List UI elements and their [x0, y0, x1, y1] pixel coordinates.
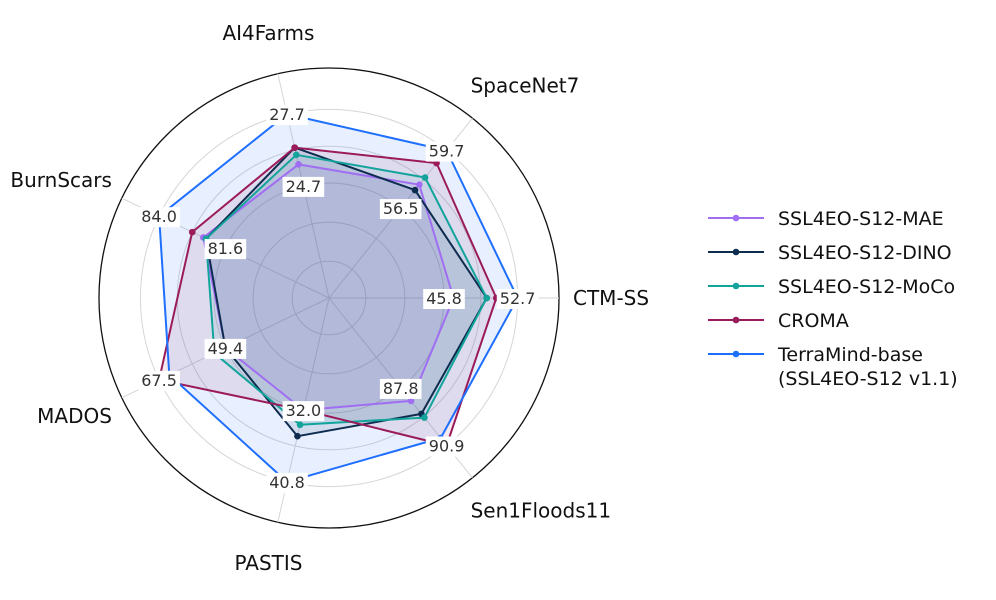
axis-labels: CTM-SS SpaceNet7 AI4Farms BurnScars MADOS PAS…: [10, 21, 649, 575]
legend-label-ssl4eo-s12-moco: SSL4EO-S12-MoCo: [778, 276, 955, 298]
tick-bg-outer-mados: [138, 370, 180, 391]
axis-label-mados: MADOS: [37, 404, 112, 428]
tick-outer-burnscars: 84.0: [141, 207, 177, 226]
tick-outer-mados: 67.5: [141, 371, 177, 390]
legend-label-croma: CROMA: [778, 310, 849, 332]
legend-label-line: SSL4EO-S12-MoCo: [778, 276, 955, 298]
point-ssl4eo-s12-mae-spacenet7: [416, 181, 423, 189]
tick-bg-outer-ctm-ss: [496, 289, 539, 309]
point-ssl4eo-s12-dino-spacenet7: [411, 186, 419, 194]
series-area-ssl4eo-s12-mae: [203, 164, 454, 411]
legend-label-ssl4eo-s12-dino: SSL4EO-S12-DINO: [778, 242, 952, 264]
tick-bg-inner-ctm-ss: [423, 289, 465, 309]
series-line-ssl4eo-s12-mae: [202, 163, 455, 412]
tick-labels: 45.8 52.7 56.5 59.7 24.7 27.7 81.6 84.0 49.4 67.5…: [138, 105, 539, 493]
legend-marker-croma: [732, 316, 740, 324]
legend: SSL4EO-S12-MAE SSL4EO-S12-DINO SSL4EO-S12-…: [708, 208, 958, 390]
tick-outer-spacenet7: 59.7: [429, 142, 465, 161]
series-area-ssl4eo-s12-moco: [206, 154, 487, 425]
tick-inner-sen1floods11: 87.8: [383, 379, 419, 398]
point-croma-burnscars: [188, 228, 196, 236]
tick-outer-sen1floods11: 90.9: [429, 436, 465, 455]
tick-bg-outer-sen1floods11: [425, 436, 468, 457]
legend-marker-ssl4eo-s12-mae: [732, 214, 740, 222]
tick-bg-inner-spacenet7: [379, 199, 422, 220]
legend-marker-terramind-base: [732, 350, 740, 358]
axis-label-pastis: PASTIS: [234, 551, 302, 575]
tick-bg-outer-pastis: [266, 472, 308, 493]
series-line-terramind-base: [158, 113, 519, 483]
tick-inner-ai4farms: 24.7: [286, 177, 322, 196]
legend-label-line: CROMA: [778, 310, 849, 332]
legend-label-line: (SSL4EO-S12 v1.1): [778, 368, 958, 390]
point-ssl4eo-s12-moco-sen1floods11: [421, 414, 428, 421]
tick-bg-outer-spacenet7: [425, 141, 468, 162]
axis-label-sen1floods11: Sen1Floods11: [471, 499, 612, 523]
tick-bg-outer-ai4farms: [266, 105, 308, 126]
tick-inner-mados: 49.4: [208, 339, 244, 358]
tick-outer-ai4farms: 27.7: [269, 105, 305, 124]
legend-label-line: SSL4EO-S12-MAE: [778, 208, 944, 230]
point-ssl4eo-s12-moco-ai4farms: [293, 151, 300, 159]
series-area-ssl4eo-s12-dino: [206, 147, 487, 437]
tick-inner-burnscars: 81.6: [208, 239, 244, 258]
tick-outer-ctm-ss: 52.7: [500, 289, 536, 308]
tick-inner-pastis: 32.0: [286, 401, 322, 420]
tick-bg-outer-burnscars: [138, 207, 180, 228]
tick-inner-ctm-ss: 45.8: [426, 289, 462, 308]
point-ssl4eo-s12-moco-ctm-ss: [483, 294, 490, 302]
axis-label-burnscars: BurnScars: [10, 168, 112, 192]
series-line-croma: [158, 146, 498, 447]
series-lines: [158, 113, 519, 483]
legend-label-terramind-base: TerraMind-base (SSL4EO-S12 v1.1): [777, 344, 958, 390]
axis-label-ctm-ss: CTM-SS: [573, 286, 649, 310]
point-ssl4eo-s12-mae-ai4farms: [295, 161, 302, 168]
point-ssl4eo-s12-moco-spacenet7: [421, 174, 429, 181]
legend-marker-ssl4eo-s12-moco: [732, 282, 740, 290]
tick-bg-inner-mados: [204, 338, 247, 359]
point-croma-ai4farms: [291, 144, 298, 151]
tick-bg-inner-burnscars: [204, 239, 247, 260]
tick-bg-inner-pastis: [282, 401, 325, 422]
tick-outer-pastis: 40.8: [269, 473, 305, 492]
tick-inner-spacenet7: 56.5: [383, 199, 419, 218]
point-ssl4eo-s12-dino-pastis: [294, 432, 301, 440]
legend-marker-ssl4eo-s12-dino: [732, 248, 740, 256]
tick-bg-inner-sen1floods11: [379, 378, 422, 399]
axis-label-spacenet7: SpaceNet7: [471, 73, 580, 97]
axis-label-ai4farms: AI4Farms: [222, 21, 314, 45]
tick-bg-inner-ai4farms: [282, 176, 325, 197]
point-ssl4eo-s12-moco-pastis: [296, 421, 304, 429]
point-ssl4eo-s12-mae-sen1floods11: [407, 397, 415, 405]
series-line-ssl4eo-s12-dino: [205, 146, 488, 438]
legend-label-line: TerraMind-base: [777, 344, 923, 366]
series-line-ssl4eo-s12-moco: [205, 153, 488, 426]
legend-label-ssl4eo-s12-mae: SSL4EO-S12-MAE: [778, 208, 944, 230]
legend-label-line: SSL4EO-S12-DINO: [778, 242, 952, 264]
series-area-terramind-base: [159, 114, 518, 482]
